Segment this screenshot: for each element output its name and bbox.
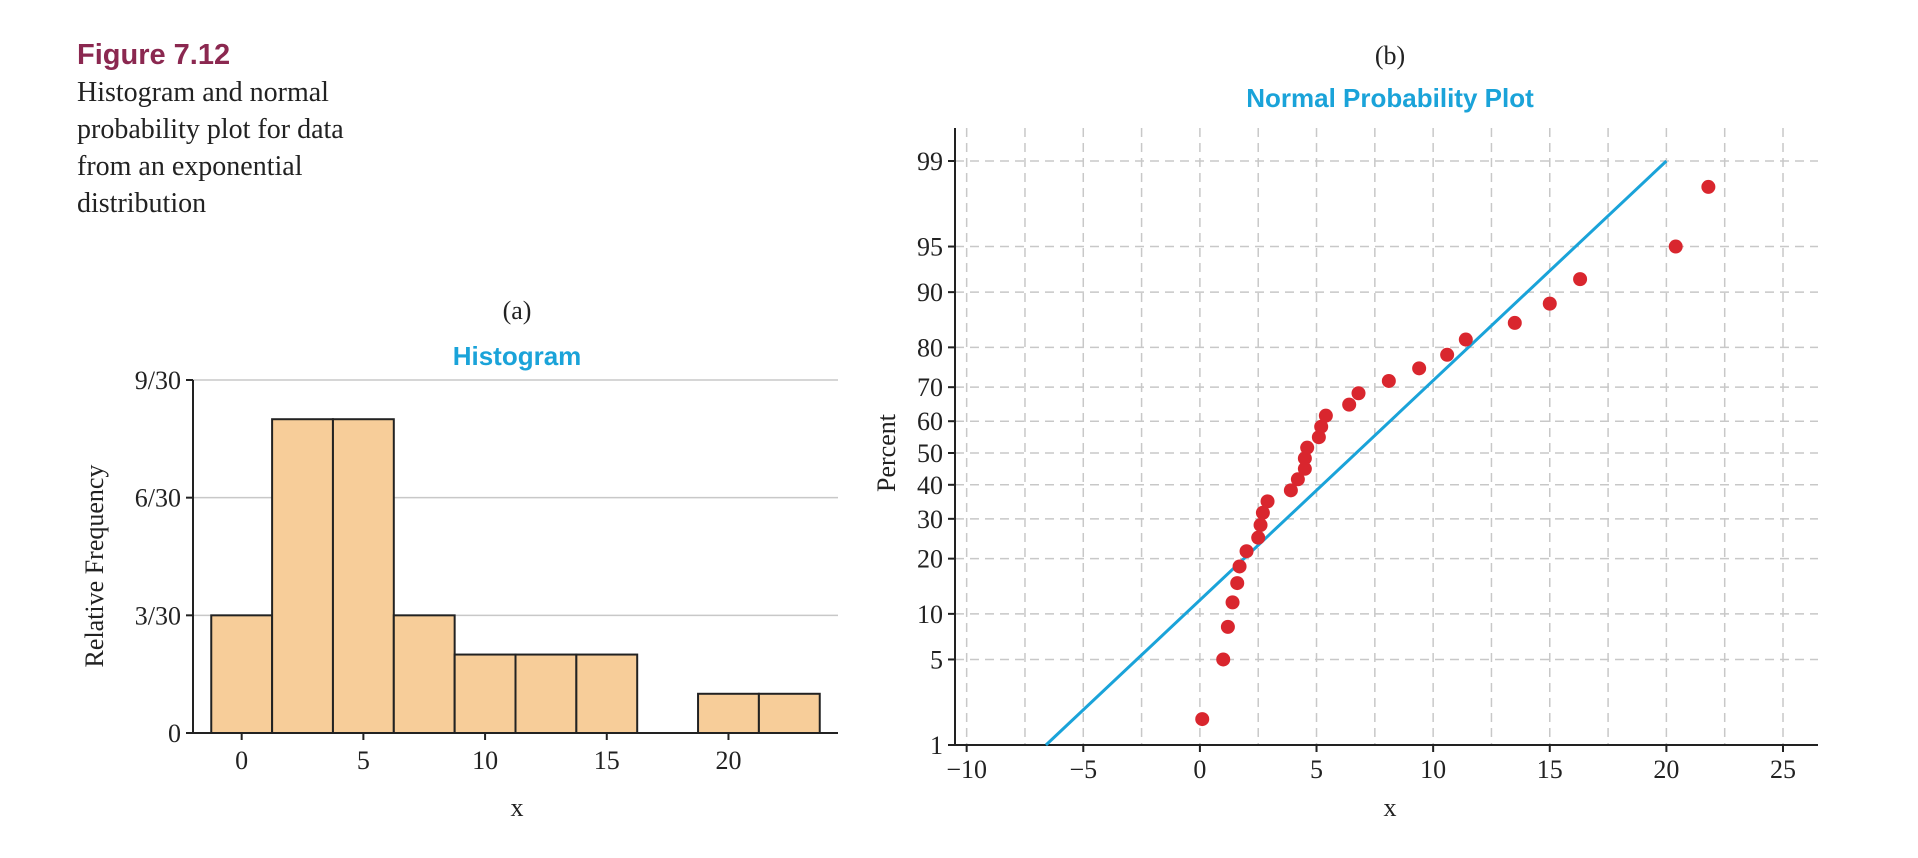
histogram-x-tick-label: 20 <box>715 746 741 775</box>
probability-plot-point <box>1290 472 1305 487</box>
probability-plot-point <box>1260 494 1275 509</box>
histogram-x-ticks: 0 5 10 15 20 <box>235 733 741 775</box>
probability-plot-x-tick-label: 10 <box>1420 755 1446 784</box>
histogram-panel: (a) Histogram 0 3/30 6/30 9/30 0 5 10 15 20 x R… <box>80 296 838 822</box>
probability-plot-point <box>1342 397 1357 412</box>
probability-plot-title: Normal Probability Plot <box>1246 83 1534 113</box>
probability-plot-point <box>1507 315 1522 330</box>
probability-plot-y-tick-label: 5 <box>930 645 943 674</box>
probability-plot-point <box>1314 419 1329 434</box>
probability-plot-point <box>1297 461 1312 476</box>
probability-plot-y-tick-label: 20 <box>917 545 943 574</box>
probability-plot-x-tick-label: 20 <box>1653 755 1679 784</box>
probability-plot-point <box>1300 440 1315 455</box>
histogram-title: Histogram <box>453 341 582 371</box>
probability-plot-point <box>1542 296 1557 311</box>
probability-plot-point <box>1573 272 1588 287</box>
probability-plot-point <box>1251 530 1266 545</box>
probability-plot-y-ticks: 1 5 10 20 30 40 50 60 70 80 90 95 99 <box>917 147 955 760</box>
histogram-axes <box>192 380 838 734</box>
probability-plot-point <box>1225 595 1240 610</box>
histogram-bar <box>453 653 517 734</box>
probability-plot-y-axis-label: Percent <box>872 413 901 492</box>
probability-plot-points <box>1195 179 1716 727</box>
probability-plot-point <box>1253 518 1268 533</box>
probability-plot-point <box>1458 332 1473 347</box>
histogram-x-tick-label: 15 <box>594 746 620 775</box>
histogram-bar <box>575 653 639 734</box>
probability-plot-point <box>1232 559 1247 574</box>
probability-plot-x-axis-label: x <box>1384 793 1397 822</box>
probability-plot-y-tick-label: 70 <box>917 373 943 402</box>
probability-plot-y-tick-label: 40 <box>917 471 943 500</box>
probability-plot-point <box>1220 619 1235 634</box>
histogram-bar <box>271 418 334 734</box>
histogram-bar <box>514 653 578 734</box>
probability-plot-x-tick-label: 5 <box>1310 755 1323 784</box>
histogram-y-ticks: 0 3/30 6/30 9/30 <box>135 366 193 748</box>
histogram-x-tick-label: 10 <box>472 746 498 775</box>
histogram-y-tick-label: 9/30 <box>135 366 181 395</box>
probability-plot-point <box>1701 179 1716 194</box>
histogram-x-tick-label: 5 <box>357 746 370 775</box>
probability-plot-y-tick-label: 60 <box>917 407 943 436</box>
probability-plot-point <box>1668 239 1683 254</box>
histogram-y-tick-label: 3/30 <box>135 601 181 630</box>
probability-plot-y-tick-label: 1 <box>930 731 943 760</box>
probability-plot-point <box>1255 505 1270 520</box>
figure-label: Figure 7.12 <box>77 39 231 71</box>
probability-plot-x-tick-label: 25 <box>1770 755 1796 784</box>
histogram-y-axis-label: Relative Frequency <box>80 465 109 668</box>
probability-plot-point <box>1216 652 1231 667</box>
probability-plot-x-tick-label: 15 <box>1537 755 1563 784</box>
probability-plot-fit-line-group <box>1044 159 1668 747</box>
probability-plot-y-tick-label: 80 <box>917 333 943 362</box>
probability-plot-y-tick-label: 30 <box>917 505 943 534</box>
histogram-bar <box>210 614 274 734</box>
probability-plot-point <box>1412 361 1427 376</box>
probability-plot-axes <box>954 128 1818 746</box>
histogram-y-tick-label: 6/30 <box>135 484 181 513</box>
probability-plot-point <box>1440 347 1455 362</box>
histogram-x-tick-label: 0 <box>235 746 248 775</box>
probability-plot-point <box>1195 712 1210 727</box>
probability-plot-x-tick-label: 0 <box>1193 755 1206 784</box>
probability-plot-y-tick-label: 95 <box>917 233 943 262</box>
probability-plot-gridlines <box>955 128 1818 745</box>
histogram-bar <box>331 418 395 734</box>
figure-caption: Figure 7.12 Histogram and normal probabi… <box>77 36 417 222</box>
probability-plot-point <box>1311 430 1326 445</box>
histogram-panel-label: (a) <box>503 296 532 325</box>
figure-description: Histogram and normal probability plot fo… <box>77 77 344 219</box>
probability-plot-point <box>1381 373 1396 388</box>
probability-plot-panel: (b) Normal Probability Plot 151020304050… <box>872 41 1818 822</box>
probability-plot-y-tick-label: 10 <box>917 600 943 629</box>
probability-plot-point <box>1318 408 1333 423</box>
probability-plot-panel-label: (b) <box>1375 41 1405 70</box>
histogram-y-tick-label: 0 <box>168 719 181 748</box>
probability-plot-point <box>1239 544 1254 559</box>
histogram-bar <box>757 692 821 734</box>
probability-plot-y-tick-label: 99 <box>917 147 943 176</box>
histogram-bar <box>392 614 456 734</box>
histogram-bars <box>210 418 821 734</box>
probability-plot-point <box>1351 386 1366 401</box>
probability-plot-y-tick-label: 90 <box>917 278 943 307</box>
probability-plot-x-ticks: −10 −5 0 5 10 15 20 25 <box>946 745 1796 784</box>
probability-plot-fit-line <box>1044 159 1668 747</box>
probability-plot-point <box>1297 451 1312 466</box>
probability-plot-point <box>1230 576 1245 591</box>
histogram-x-axis-label: x <box>511 793 524 822</box>
probability-plot-x-tick-label: −5 <box>1069 755 1097 784</box>
probability-plot-x-tick-label: −10 <box>946 755 987 784</box>
probability-plot-y-tick-label: 50 <box>917 439 943 468</box>
probability-plot-point <box>1283 483 1298 498</box>
histogram-bar <box>697 692 760 734</box>
